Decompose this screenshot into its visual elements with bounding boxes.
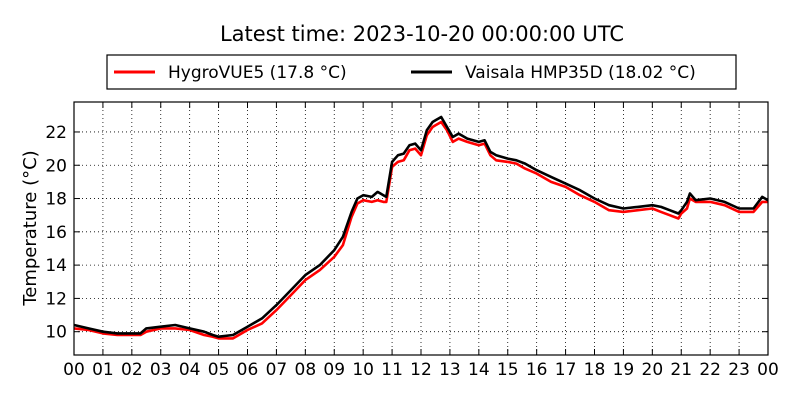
x-axis-ticks: 00 01 02 03 04 05 06 07 08 09 10 11 12 13 14 15 16 17 18 19… bbox=[63, 102, 779, 380]
x-tick-label: 10 bbox=[352, 360, 374, 380]
x-tick-label: 04 bbox=[179, 360, 201, 380]
x-tick-label: 11 bbox=[381, 360, 403, 380]
x-tick-label: 12 bbox=[410, 360, 432, 380]
x-tick-label: 07 bbox=[266, 360, 288, 380]
y-tick-label: 14 bbox=[45, 256, 67, 276]
x-tick-label: 02 bbox=[121, 360, 143, 380]
y-axis-label: Temperature (°C) bbox=[20, 150, 41, 306]
y-tick-label: 18 bbox=[45, 190, 67, 210]
x-tick-label: 23 bbox=[728, 360, 750, 380]
x-tick-label: 00 bbox=[757, 360, 779, 380]
series-line-vaisala bbox=[73, 115, 769, 339]
y-axis-ticks: 10 12 14 16 18 20 22 bbox=[45, 123, 768, 343]
x-tick-label: 17 bbox=[555, 360, 577, 380]
x-tick-label: 21 bbox=[670, 360, 692, 380]
chart-title: Latest time: 2023-10-20 00:00:00 UTC bbox=[220, 22, 624, 46]
x-tick-label: 16 bbox=[526, 360, 548, 380]
x-tick-label: 18 bbox=[584, 360, 606, 380]
x-tick-label: 19 bbox=[613, 360, 635, 380]
x-tick-label: 09 bbox=[323, 360, 345, 380]
legend-label-hygrovue5: HygroVUE5 (17.8 °C) bbox=[168, 63, 347, 83]
x-tick-label: 08 bbox=[295, 360, 317, 380]
y-tick-label: 16 bbox=[45, 223, 67, 243]
legend-label-vaisala: Vaisala HMP35D (18.02 °C) bbox=[465, 63, 696, 83]
y-tick-label: 20 bbox=[45, 156, 67, 176]
series-line-hygrovue5 bbox=[73, 120, 768, 340]
x-tick-label: 20 bbox=[642, 360, 664, 380]
y-tick-label: 22 bbox=[45, 123, 67, 143]
x-tick-label: 06 bbox=[237, 360, 259, 380]
x-tick-label: 22 bbox=[699, 360, 721, 380]
x-tick-label: 14 bbox=[468, 360, 490, 380]
x-tick-label: 01 bbox=[92, 360, 114, 380]
x-tick-label: 00 bbox=[63, 360, 85, 380]
x-tick-label: 13 bbox=[439, 360, 461, 380]
x-tick-label: 03 bbox=[150, 360, 172, 380]
legend: HygroVUE5 (17.8 °C) Vaisala HMP35D (18.0… bbox=[106, 54, 737, 90]
x-tick-label: 05 bbox=[208, 360, 230, 380]
grid bbox=[74, 102, 768, 355]
plot-frame bbox=[73, 101, 769, 356]
y-tick-label: 12 bbox=[45, 289, 67, 309]
x-tick-label: 15 bbox=[497, 360, 519, 380]
series-lines bbox=[73, 115, 769, 340]
y-tick-label: 10 bbox=[45, 323, 67, 343]
